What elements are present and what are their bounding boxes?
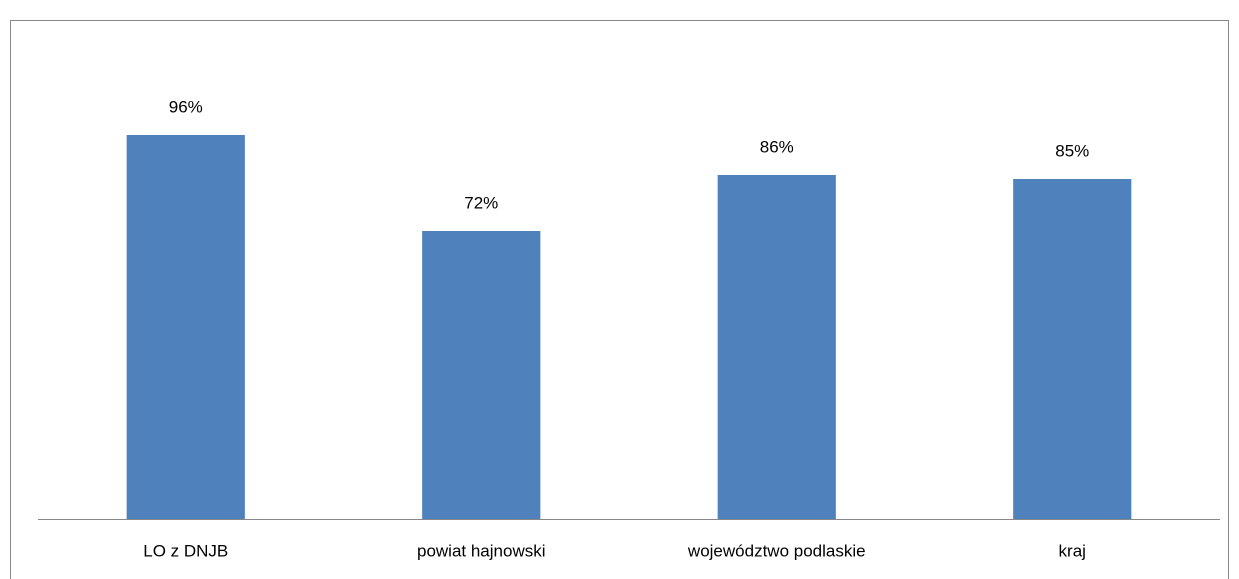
x-tick-label: powiat hajnowski xyxy=(417,541,546,560)
data-label: 86% xyxy=(760,137,794,156)
data-label: 85% xyxy=(1055,141,1089,160)
x-tick-label: województwo podlaskie xyxy=(687,541,866,560)
data-label: 96% xyxy=(169,97,203,116)
bar xyxy=(422,231,541,519)
bar xyxy=(717,175,836,519)
chart-frame xyxy=(10,20,1229,579)
x-tick-label: kraj xyxy=(1059,541,1086,560)
x-tick-label: LO z DNJB xyxy=(143,541,228,560)
bar xyxy=(126,135,245,519)
bar xyxy=(1013,179,1132,519)
data-label: 72% xyxy=(464,193,498,212)
